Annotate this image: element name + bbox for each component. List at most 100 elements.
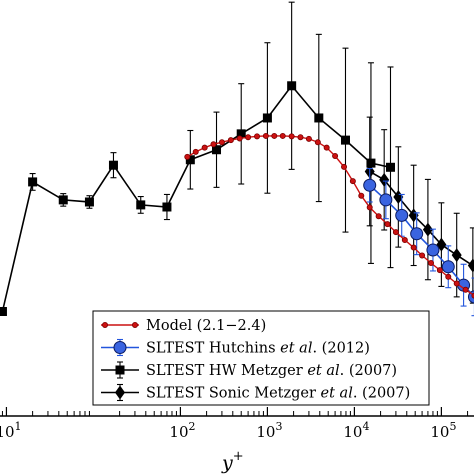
data-point	[467, 258, 474, 273]
data-point	[384, 221, 391, 228]
legend-label-part: et al	[280, 341, 313, 357]
data-point	[0, 307, 7, 316]
data-point	[419, 252, 426, 259]
legend-label-part: . (2007)	[340, 363, 397, 379]
data-point	[349, 178, 356, 185]
data-point	[453, 280, 460, 287]
data-point	[131, 321, 138, 328]
data-point	[366, 158, 376, 168]
data-point	[212, 145, 222, 155]
x-tick-label: 101	[0, 420, 22, 441]
data-point	[410, 227, 424, 241]
legend: Model (2.1−2.4) SLTEST Hutchins et al. (2…	[92, 310, 430, 406]
legend-label-part: SLTEST HW Metzger	[146, 363, 307, 379]
x-tick-label-exponent: 3	[275, 420, 282, 433]
legend-box	[92, 310, 430, 406]
data-point	[287, 81, 297, 91]
data-point	[102, 321, 109, 328]
data-point	[392, 229, 399, 236]
data-point	[28, 177, 38, 187]
legend-label-part: et al	[321, 386, 354, 402]
x-tick-label-base: 10	[169, 423, 188, 441]
data-point	[410, 244, 417, 251]
series-sonic	[364, 116, 474, 304]
legend-item-hutchins: SLTEST Hutchins et al. (2012)	[101, 338, 370, 357]
data-point	[136, 200, 146, 210]
data-point	[379, 172, 390, 187]
legend-label: SLTEST HW Metzger et al. (2007)	[146, 363, 397, 379]
x-axis: 101 102 103 104 105	[0, 407, 469, 441]
data-point	[385, 162, 395, 172]
data-point	[58, 195, 68, 205]
data-point	[314, 139, 321, 146]
x-tick-label: 105	[430, 420, 456, 441]
data-point	[218, 139, 225, 146]
legend-label-part: SLTEST Sonic Metzger	[146, 386, 321, 402]
legend-item-hw: SLTEST HW Metzger et al. (2007)	[101, 361, 397, 379]
data-point	[441, 260, 455, 274]
data-point	[426, 243, 440, 257]
legend-label-part: . (2012)	[312, 341, 369, 357]
data-point	[254, 133, 261, 140]
data-point	[279, 132, 286, 139]
legend-label-part: Model (2.1−2.4)	[146, 318, 266, 334]
series-line	[1, 84, 391, 312]
data-point	[422, 222, 433, 237]
x-axis-label: y+	[221, 449, 244, 474]
x-tick-label-base: 10	[256, 423, 275, 441]
x-tick-label: 104	[343, 420, 369, 441]
legend-item-sonic: SLTEST Sonic Metzger et al. (2007)	[101, 383, 410, 402]
data-point	[363, 178, 377, 192]
x-axis-label-superscript: +	[233, 449, 244, 464]
x-tick-label-base: 10	[0, 423, 15, 441]
x-tick-label-exponent: 4	[362, 420, 369, 433]
data-point	[271, 132, 278, 139]
data-point	[393, 189, 404, 204]
data-point	[305, 135, 312, 142]
data-point	[375, 213, 382, 220]
data-point	[395, 208, 409, 222]
data-point	[288, 133, 295, 140]
data-point	[358, 192, 365, 199]
data-point	[445, 273, 452, 280]
data-point	[184, 153, 191, 160]
data-point	[201, 144, 208, 151]
legend-label: Model (2.1−2.4)	[146, 318, 266, 334]
x-tick-label-exponent: 2	[189, 420, 196, 433]
data-point	[341, 163, 348, 170]
data-point	[115, 365, 125, 375]
data-point	[185, 155, 195, 165]
series-hutchins	[363, 167, 474, 317]
x-tick-label-base: 10	[430, 423, 449, 441]
legend-label-part: et al	[307, 363, 340, 379]
series-line	[186, 135, 474, 297]
series-layer	[0, 1, 474, 317]
data-point	[108, 160, 118, 170]
data-point	[314, 113, 324, 123]
data-point	[115, 385, 125, 400]
data-point	[84, 197, 94, 207]
data-point	[332, 153, 339, 160]
data-point	[192, 148, 199, 155]
x-tick-label-base: 10	[343, 423, 362, 441]
legend-label: SLTEST Sonic Metzger et al. (2007)	[146, 386, 410, 402]
data-point	[236, 135, 243, 142]
data-point	[451, 248, 462, 263]
x-tick-label-exponent: 5	[449, 420, 456, 433]
x-tick-label: 103	[256, 420, 282, 441]
data-point	[340, 135, 350, 145]
data-point	[236, 129, 246, 139]
data-point	[262, 113, 272, 123]
data-point	[471, 292, 474, 299]
data-point	[227, 137, 234, 144]
data-point	[297, 134, 304, 141]
data-point	[245, 134, 252, 141]
data-point	[462, 286, 469, 293]
x-axis-label-text: y	[221, 452, 233, 474]
data-point	[210, 141, 217, 148]
x-tick-label-exponent: 1	[15, 420, 22, 433]
data-point	[401, 237, 408, 244]
legend-label-part: . (2007)	[353, 386, 410, 402]
legend-item-model: Model (2.1−2.4)	[101, 318, 266, 334]
